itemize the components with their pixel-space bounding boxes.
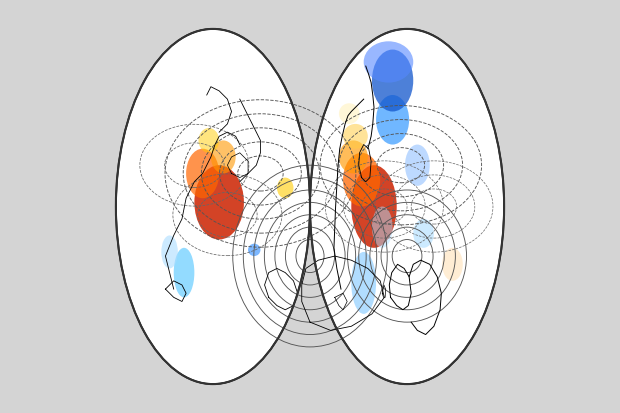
Ellipse shape — [248, 244, 260, 256]
Ellipse shape — [442, 248, 463, 281]
Ellipse shape — [116, 29, 310, 384]
Ellipse shape — [372, 50, 414, 112]
Ellipse shape — [376, 95, 409, 145]
Ellipse shape — [405, 145, 430, 186]
Ellipse shape — [211, 140, 236, 173]
Ellipse shape — [343, 124, 368, 149]
Ellipse shape — [174, 248, 194, 297]
Ellipse shape — [194, 165, 244, 240]
Ellipse shape — [198, 128, 219, 153]
Ellipse shape — [339, 140, 368, 173]
Ellipse shape — [161, 235, 178, 268]
Ellipse shape — [186, 149, 219, 198]
Ellipse shape — [372, 206, 392, 248]
Ellipse shape — [310, 29, 504, 384]
Ellipse shape — [343, 153, 380, 206]
Ellipse shape — [352, 252, 376, 314]
Ellipse shape — [364, 41, 414, 83]
Ellipse shape — [352, 165, 397, 248]
Ellipse shape — [414, 219, 434, 248]
Ellipse shape — [277, 178, 293, 198]
Ellipse shape — [339, 103, 360, 124]
